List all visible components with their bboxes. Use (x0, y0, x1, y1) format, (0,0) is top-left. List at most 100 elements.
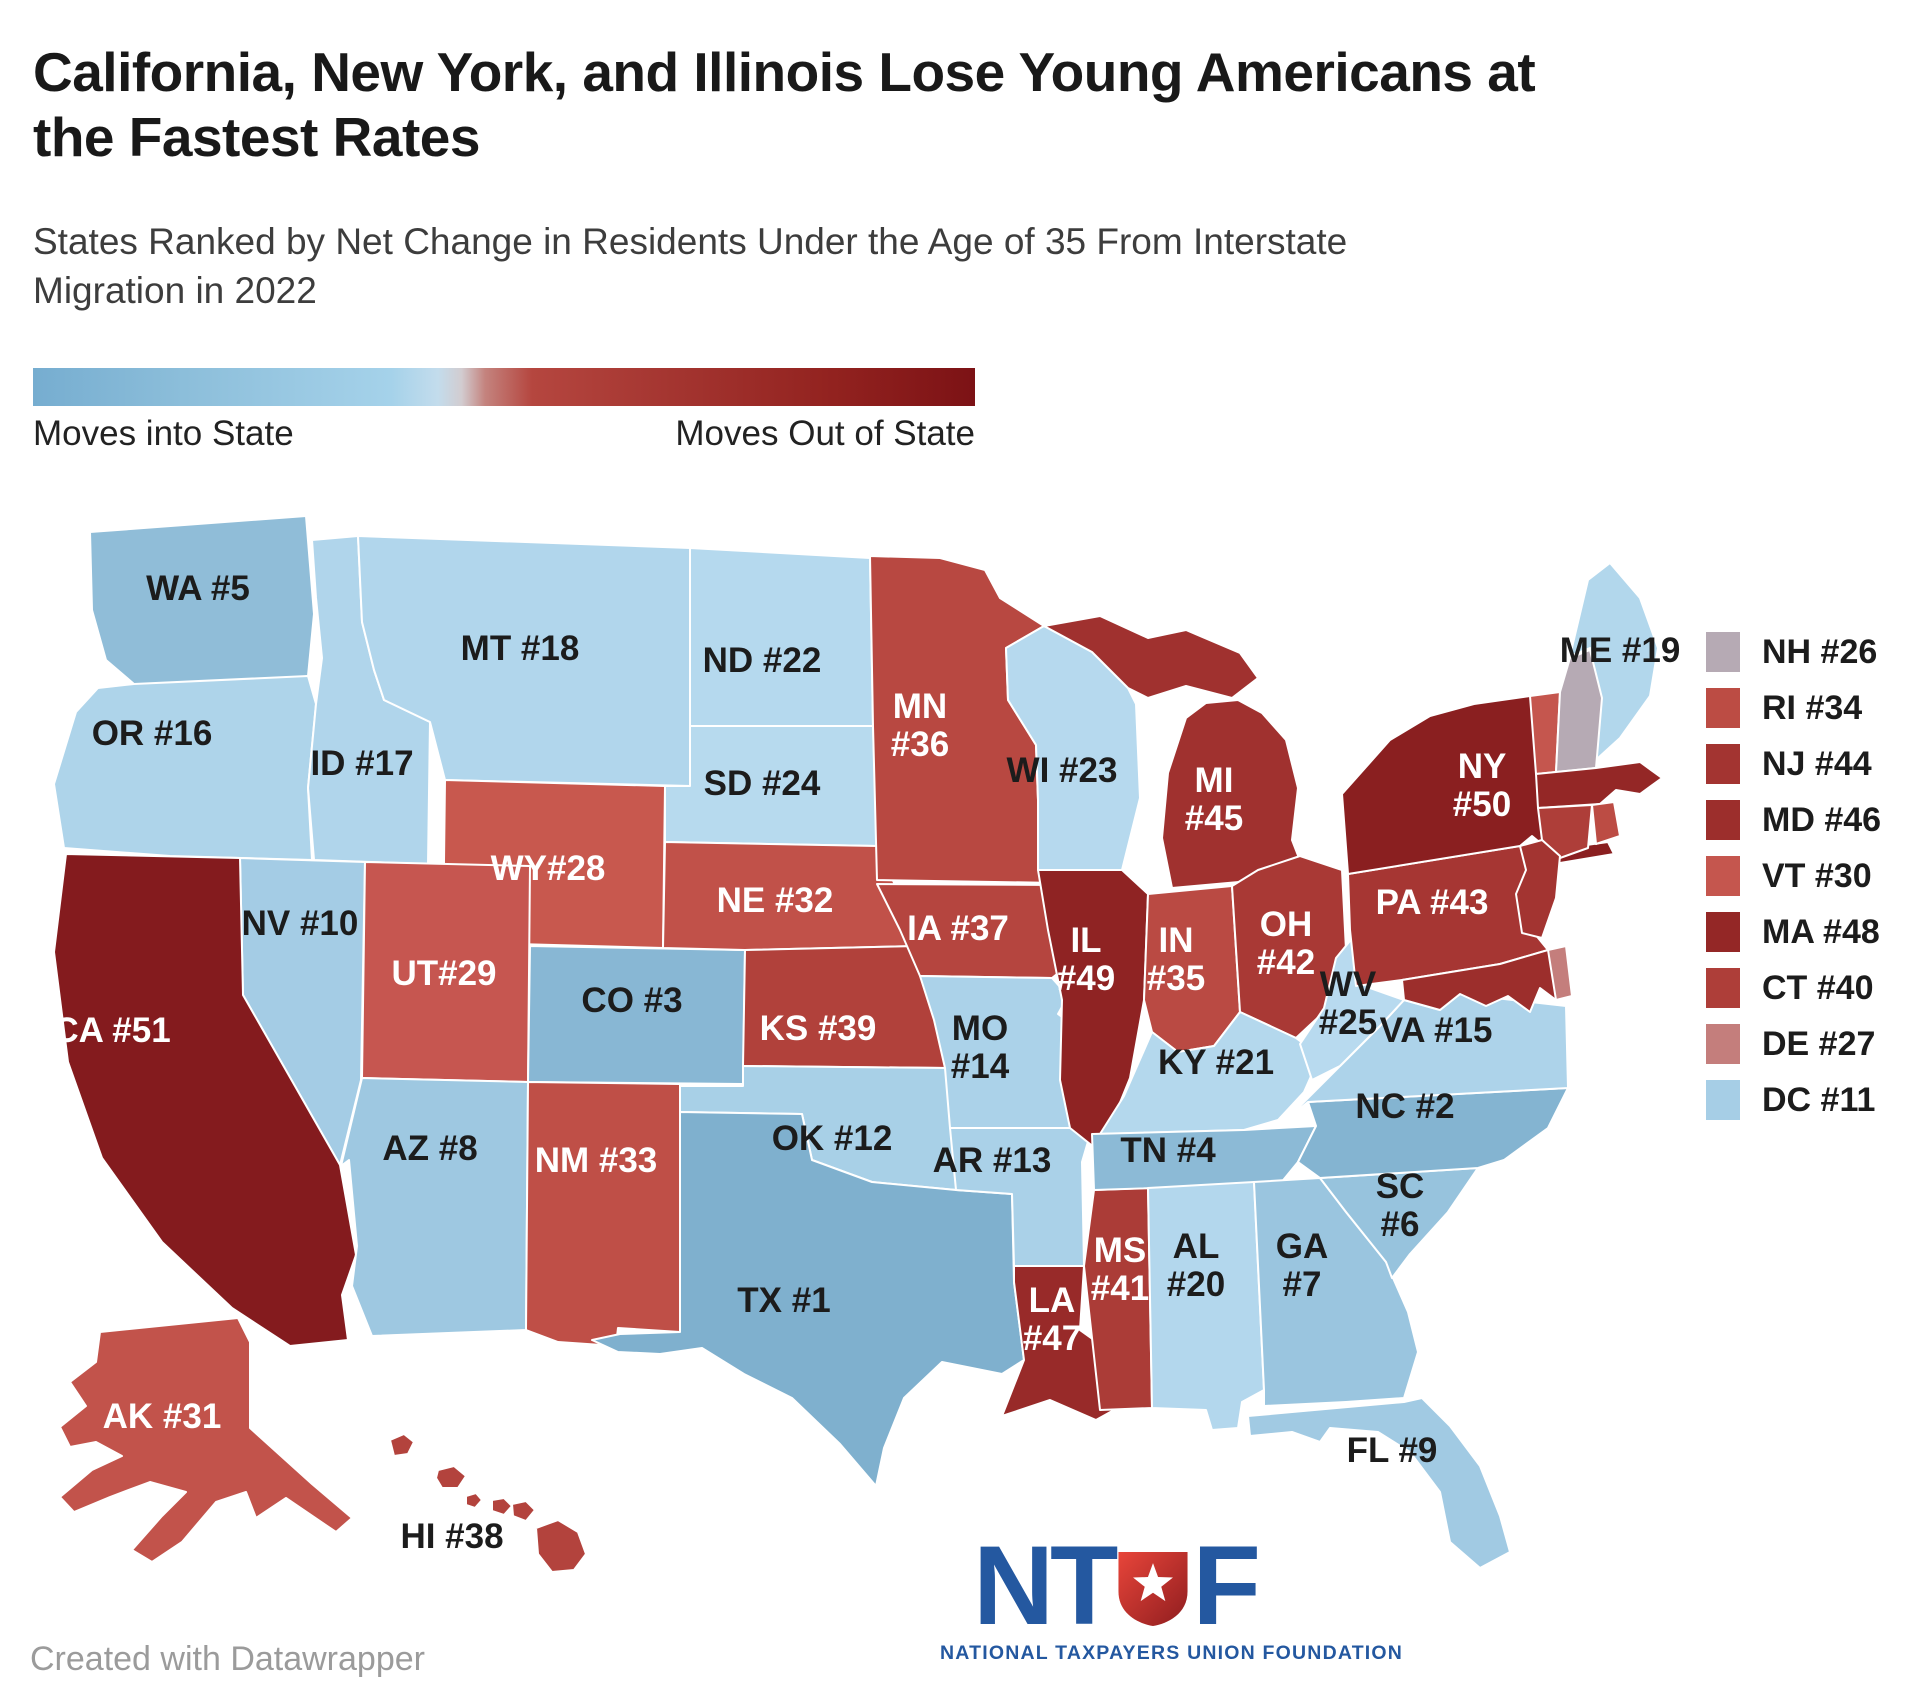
ntuf-logo-letters-nt: NT (973, 1523, 1118, 1648)
ntuf-shield-star-icon (1118, 1551, 1188, 1626)
state-label-ar: AR #13 (933, 1141, 1052, 1180)
state-label-ok: OK #12 (772, 1119, 893, 1158)
legend-swatch (1706, 856, 1740, 896)
state-de[interactable] (1547, 945, 1573, 1001)
legend-swatch (1706, 744, 1740, 784)
state-nj[interactable] (1515, 839, 1561, 939)
state-label-wy: WY#28 (491, 849, 606, 888)
state-label-az: AZ #8 (382, 1129, 477, 1168)
legend-item-ma: MA #48 (1706, 904, 1881, 960)
state-ct[interactable] (1537, 804, 1593, 859)
legend-item-dc: DC #11 (1706, 1072, 1881, 1128)
gradient-label-out: Moves Out of State (675, 414, 975, 453)
ntuf-logo-letter-f: F (1192, 1523, 1260, 1648)
legend-swatch (1706, 800, 1740, 840)
state-label-pa: PA #43 (1376, 883, 1489, 922)
ntuf-logo-tagline: NATIONAL TAXPAYERS UNION FOUNDATION (940, 1641, 1404, 1664)
state-label-co: CO #3 (581, 981, 682, 1020)
state-mi_up[interactable] (1043, 615, 1259, 699)
state-label-la: LA #47 (1023, 1281, 1081, 1358)
state-label-ca: CA #51 (53, 1011, 170, 1050)
state-or[interactable] (53, 675, 317, 861)
state-label-me: ME #19 (1560, 631, 1681, 670)
legend-swatch (1706, 688, 1740, 728)
state-label-sd: SD #24 (704, 764, 821, 803)
state-label-in: IN #35 (1147, 921, 1205, 998)
state-label-al: AL #20 (1167, 1227, 1225, 1304)
state-label-or: OR #16 (92, 714, 213, 753)
page-title: California, New York, and Illinois Lose … (33, 41, 1536, 168)
state-label-ga: GA #7 (1276, 1227, 1329, 1304)
state-hi[interactable] (389, 1433, 587, 1573)
state-label-nv: NV #10 (242, 904, 359, 943)
legend-label: DE #27 (1762, 1024, 1876, 1063)
legend-item-ri: RI #34 (1706, 680, 1881, 736)
state-label-mn: MN #36 (891, 687, 949, 764)
state-tx[interactable] (591, 1111, 1025, 1487)
legend-label: MD #46 (1762, 800, 1882, 839)
state-az[interactable] (340, 1077, 529, 1337)
state-label-ky: KY #21 (1158, 1043, 1274, 1082)
state-label-mo: MO #14 (951, 1009, 1010, 1086)
legend-item-de: DE #27 (1706, 1016, 1881, 1072)
legend-swatch (1706, 1080, 1740, 1120)
legend-label: DC #11 (1762, 1080, 1876, 1119)
state-label-ut: UT#29 (391, 954, 496, 993)
state-label-wi: WI #23 (1007, 751, 1118, 790)
state-ca[interactable] (53, 853, 357, 1347)
legend-item-nj: NJ #44 (1706, 736, 1881, 792)
page-subtitle: States Ranked by Net Change in Residents… (33, 221, 1348, 311)
legend-item-vt: VT #30 (1706, 848, 1881, 904)
legend-swatch (1706, 632, 1740, 672)
gradient-legend-bar (33, 368, 975, 406)
state-label-wv: WV #25 (1319, 965, 1377, 1042)
legend-item-ct: CT #40 (1706, 960, 1881, 1016)
state-label-ia: IA #37 (907, 909, 1009, 948)
gradient-label-into: Moves into State (33, 414, 294, 453)
state-label-hi: HI #38 (400, 1517, 503, 1556)
state-ri[interactable] (1591, 801, 1621, 845)
attribution-credit: Created with Datawrapper (30, 1640, 425, 1678)
state-ak[interactable] (59, 1317, 353, 1563)
state-nm[interactable] (525, 1081, 681, 1347)
state-label-oh: OH #42 (1257, 905, 1315, 982)
state-label-id: ID #17 (310, 744, 413, 783)
state-ky[interactable] (1099, 1011, 1321, 1135)
state-mi[interactable] (1161, 699, 1307, 889)
state-fl[interactable] (1247, 1397, 1511, 1569)
legend-swatch (1706, 912, 1740, 952)
legend-label: MA #48 (1762, 912, 1880, 951)
state-label-nd: ND #22 (703, 641, 822, 680)
legend-label: RI #34 (1762, 688, 1863, 727)
state-label-mi: MI #45 (1185, 761, 1243, 838)
state-label-mt: MT #18 (461, 629, 580, 668)
state-al[interactable] (1147, 1181, 1265, 1431)
state-label-ny: NY #50 (1453, 747, 1511, 824)
state-nd[interactable] (689, 547, 874, 727)
legend-item-md: MD #46 (1706, 792, 1881, 848)
state-label-il: IL #49 (1057, 921, 1115, 998)
legend-swatch (1706, 1024, 1740, 1064)
state-label-nm: NM #33 (535, 1141, 658, 1180)
state-label-ms: MS #41 (1091, 1231, 1149, 1308)
state-label-ak: AK #31 (103, 1397, 222, 1436)
state-label-va: VA #15 (1380, 1011, 1493, 1050)
legend-item-nh: NH #26 (1706, 624, 1881, 680)
state-label-ne: NE #32 (717, 881, 834, 920)
state-label-wa: WA #5 (146, 569, 250, 608)
state-nc[interactable] (1297, 1087, 1569, 1179)
state-label-tn: TN #4 (1120, 1131, 1216, 1170)
legend-label: CT #40 (1762, 968, 1874, 1007)
state-label-tx: TX #1 (737, 1281, 830, 1320)
state-label-ks: KS #39 (760, 1009, 877, 1048)
state-label-sc: SC #6 (1376, 1167, 1425, 1244)
ntuf-logo: NT F NATIONAL TAXPAYERS UNION FOUNDATION (940, 1523, 1404, 1665)
legend-label: NH #26 (1762, 632, 1878, 671)
gradient-legend-labels: Moves into State Moves Out of State (33, 414, 975, 454)
state-vt[interactable] (1529, 691, 1561, 775)
legend-swatch (1706, 968, 1740, 1008)
state-sc[interactable] (1319, 1167, 1479, 1279)
state-label-nc: NC #2 (1355, 1087, 1454, 1126)
legend-label: NJ #44 (1762, 744, 1872, 783)
